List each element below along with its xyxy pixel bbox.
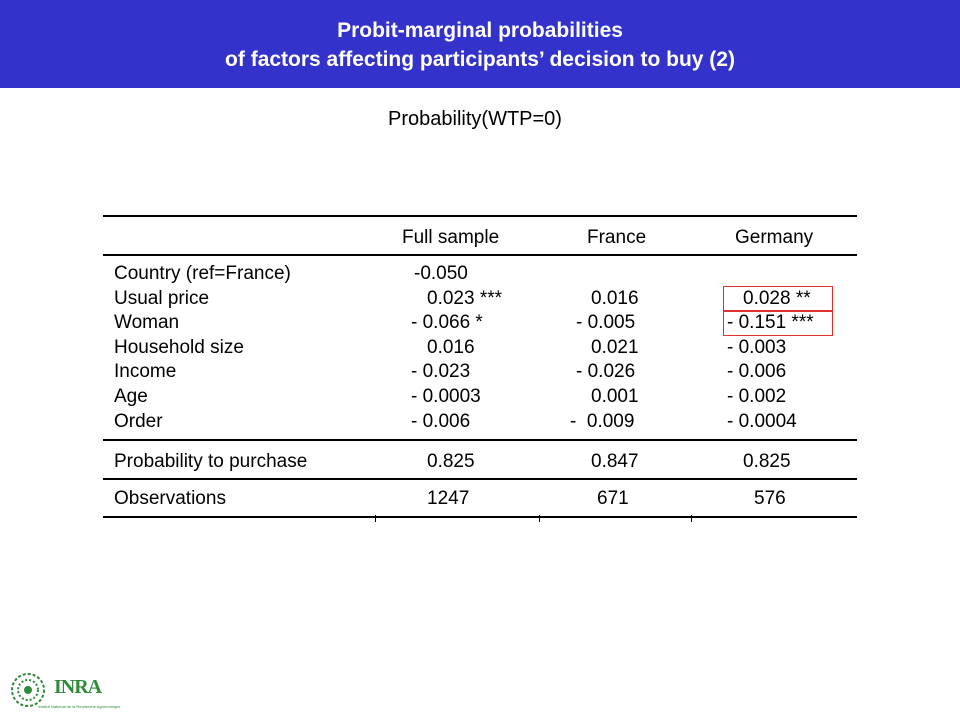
cell-germany: - 0.003 [727,336,787,358]
cell-full-sample: 0.023 *** [427,287,503,309]
title-line-2: of factors affecting participants’ decis… [225,48,735,71]
column-tick [691,515,692,522]
cell-full-sample: - 0.066 * [411,312,483,334]
cell-france: 0.021 [591,336,639,358]
title-line-1: Probit-marginal probabilities [337,19,623,42]
highlight-box [723,286,833,312]
cell-germany: - 0.002 [727,386,787,407]
body-rule [103,439,857,441]
purchase-full: 0.825 [427,451,475,472]
observations-full: 1247 [427,488,470,509]
row-label: Income [114,361,177,383]
purchase-rule [103,478,857,480]
cell-full-sample: 0.016 [427,336,475,358]
observations-label: Observations [114,488,226,509]
row-label: Household size [114,336,244,358]
cell-france: - 0.009 [570,410,635,432]
row-label: Usual price [114,287,210,309]
observations-france: 671 [597,488,629,509]
header-rule [103,254,857,256]
column-header-full-sample: Full sample [402,227,500,248]
column-tick [375,515,376,522]
inra-logo: INRA Institut National de la Recherche A… [10,672,121,716]
row-label: Woman [114,312,180,334]
cell-germany: - 0.0004 [727,410,797,432]
cell-germany: 0.028 ** [743,287,811,309]
subtitle: Probability(WTP=0) [388,108,562,130]
cell-germany: - 0.006 [727,361,787,383]
column-header-germany: Germany [735,227,814,248]
slide-header: Probit-marginal probabilities of factors… [0,0,960,88]
cell-france: - 0.005 [576,312,636,334]
purchase-label: Probability to purchase [114,451,308,472]
table-top-rule [103,215,857,217]
cell-france: 0.016 [591,287,639,309]
table-bottom-rule [103,516,857,518]
cell-full-sample: - 0.0003 [411,386,481,407]
highlight-box [723,310,833,336]
logo-text: INRA [54,676,102,698]
cell-france: 0.001 [591,386,639,407]
row-label: Order [114,410,163,432]
observations-germany: 576 [754,488,786,509]
cell-france: - 0.026 [576,361,636,383]
cell-full-sample: -0.050 [414,263,468,284]
cell-full-sample: - 0.023 [411,361,471,383]
column-tick [539,515,540,522]
logo-tagline: Institut National de la Recherche Agrono… [38,704,121,709]
purchase-germany: 0.825 [743,451,791,472]
cell-germany: - 0.151 *** [727,312,814,334]
leaf-emblem-icon [11,673,45,707]
column-header-france: France [587,227,647,248]
row-label: Age [114,386,148,407]
row-label: Country (ref=France) [114,263,291,284]
cell-full-sample: - 0.006 [411,410,471,432]
purchase-france: 0.847 [591,451,639,472]
